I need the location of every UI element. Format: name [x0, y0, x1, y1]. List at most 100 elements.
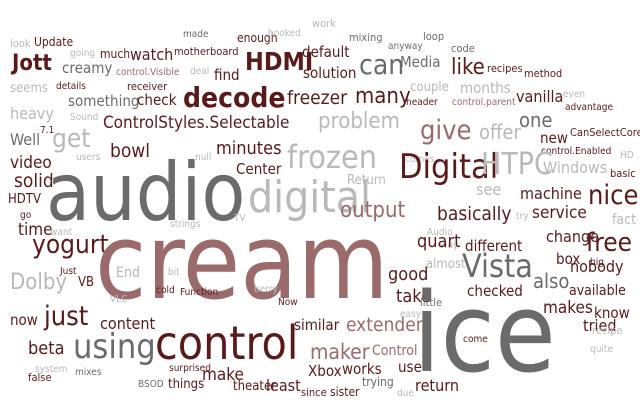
word: video — [10, 153, 52, 173]
word: using — [73, 327, 156, 367]
word: easy — [400, 309, 422, 320]
word: time — [18, 220, 53, 240]
word: sister — [330, 385, 360, 399]
word: see — [476, 180, 502, 199]
word: system — [35, 364, 68, 375]
word: basic — [610, 167, 636, 180]
word: find — [214, 66, 240, 84]
word: CanSelectCore — [570, 126, 640, 139]
word: VB — [78, 275, 95, 290]
word: advantage — [565, 102, 614, 113]
word: minutes — [216, 138, 282, 159]
word: header — [406, 97, 438, 108]
word: users — [76, 152, 101, 163]
word: VLC — [110, 294, 128, 305]
word: couple — [410, 80, 449, 95]
word: many — [355, 84, 411, 109]
word: going — [70, 48, 96, 59]
word: creamy — [62, 59, 113, 77]
word: works — [342, 360, 382, 378]
word: Just — [60, 266, 77, 277]
word: HD — [620, 150, 634, 161]
word: default — [302, 43, 350, 61]
word: receiver — [127, 80, 168, 93]
word: least — [266, 376, 301, 395]
word: comes — [405, 154, 435, 165]
word: bit — [168, 267, 180, 278]
word: due — [397, 388, 414, 399]
word: deal — [190, 66, 210, 77]
word: bowl — [110, 140, 151, 162]
word: much — [100, 47, 131, 61]
word: Media — [400, 53, 441, 71]
word: seems — [10, 81, 48, 96]
word: recipes — [487, 62, 523, 75]
word: use — [398, 358, 422, 376]
word: solid — [14, 170, 54, 192]
word: code — [451, 42, 475, 55]
word: get — [52, 124, 91, 154]
word: look — [10, 37, 31, 50]
word: details — [56, 81, 86, 92]
word: HDMI — [245, 47, 314, 76]
word: things — [168, 377, 205, 392]
word: heavy — [10, 104, 54, 123]
word: since — [301, 386, 327, 399]
word: work — [312, 17, 336, 30]
word: vanilla — [516, 87, 564, 106]
word: quart — [417, 231, 461, 252]
word: Function — [180, 287, 219, 298]
word: Control — [372, 343, 418, 359]
word: problem — [318, 109, 400, 134]
word: frozen — [287, 138, 377, 176]
word: beta — [28, 338, 65, 359]
word: false — [28, 371, 52, 384]
word: just — [44, 301, 89, 332]
word: enough — [237, 31, 278, 45]
word: months — [460, 79, 511, 97]
word: available — [569, 283, 626, 299]
word: know — [594, 304, 630, 322]
word: offer — [479, 120, 521, 144]
word: machine — [520, 184, 582, 203]
word: Jott — [12, 51, 52, 76]
word: tried — [583, 316, 617, 335]
word: can — [359, 48, 405, 81]
word: maker — [310, 340, 370, 364]
word: anyway — [388, 41, 423, 52]
word: berry — [254, 284, 278, 295]
word: Audio — [427, 227, 453, 238]
word: made — [183, 29, 209, 40]
word: try — [516, 211, 529, 222]
word: Return — [347, 173, 386, 188]
word: go — [20, 210, 32, 221]
word: Dolby — [10, 270, 68, 295]
word: hooked — [268, 28, 301, 39]
word: Xbox — [308, 362, 342, 380]
word: little — [420, 296, 443, 309]
word: 7.1 — [40, 125, 55, 136]
word: almost — [426, 257, 466, 272]
word: extender — [346, 314, 423, 336]
word: digital — [248, 172, 372, 223]
word: content — [100, 314, 156, 333]
word: something — [68, 92, 140, 110]
word: trying — [362, 375, 394, 389]
word: way — [440, 240, 459, 251]
word: solution — [303, 64, 357, 82]
word: cold — [156, 285, 175, 296]
word: Vista — [462, 247, 533, 285]
word: nice — [588, 180, 639, 211]
word: want — [50, 227, 73, 238]
word: new — [540, 129, 568, 147]
word: output — [340, 198, 406, 223]
word: watch — [130, 45, 174, 64]
word: yogurt — [32, 230, 109, 260]
word: free — [586, 228, 633, 258]
word: decode — [183, 81, 286, 114]
word: similar — [294, 316, 340, 334]
word: take — [396, 286, 431, 307]
word: Windows — [543, 158, 608, 177]
word: change — [546, 227, 599, 246]
